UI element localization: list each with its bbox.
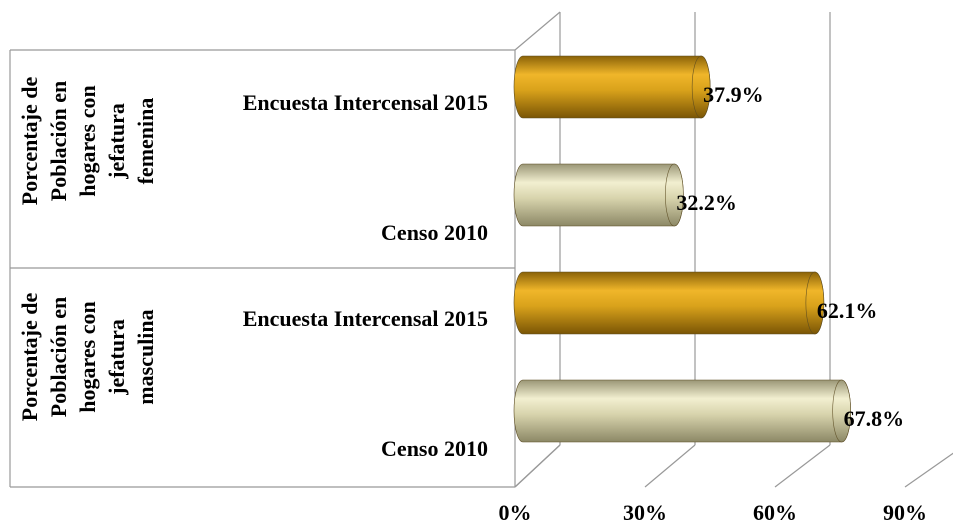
category-label: Censo 2010: [381, 220, 488, 245]
floor-line: [774, 444, 831, 488]
value-label: 62.1%: [817, 298, 878, 323]
bar: [513, 271, 825, 335]
bar-cap: [665, 163, 684, 227]
bar-cap: [805, 271, 825, 335]
group-label: jefatura: [104, 103, 129, 180]
floor-line: [644, 444, 696, 488]
bar-cap: [691, 55, 711, 119]
x-tick-label: 30%: [623, 500, 667, 525]
group-label: hogares con: [75, 85, 100, 196]
group-label: Porcentaje de: [17, 77, 42, 206]
group-label: femenina: [133, 98, 158, 185]
x-tick-label: 60%: [753, 500, 797, 525]
floor-line: [514, 444, 561, 488]
value-label: 37.9%: [703, 82, 764, 107]
group-label: Población en: [46, 81, 71, 201]
group-label: Población en: [46, 297, 71, 417]
bar: [513, 379, 851, 443]
bar: [513, 55, 711, 119]
group-label: jefatura: [104, 319, 129, 396]
table-frame: [9, 11, 561, 488]
floor-line: [904, 452, 953, 488]
x-tick-label: 90%: [883, 500, 927, 525]
category-label: Encuesta Intercensal 2015: [243, 90, 488, 115]
category-label: Encuesta Intercensal 2015: [243, 306, 488, 331]
bar-cap: [832, 379, 851, 443]
category-label: Censo 2010: [381, 436, 488, 461]
value-label: 32.2%: [676, 190, 737, 215]
bar: [513, 163, 684, 227]
value-label: 67.8%: [844, 406, 905, 431]
group-label: masculina: [133, 309, 158, 404]
x-tick-label: 0%: [499, 500, 532, 525]
group-label: hogares con: [75, 301, 100, 412]
group-label: Porcentaje de: [17, 293, 42, 422]
